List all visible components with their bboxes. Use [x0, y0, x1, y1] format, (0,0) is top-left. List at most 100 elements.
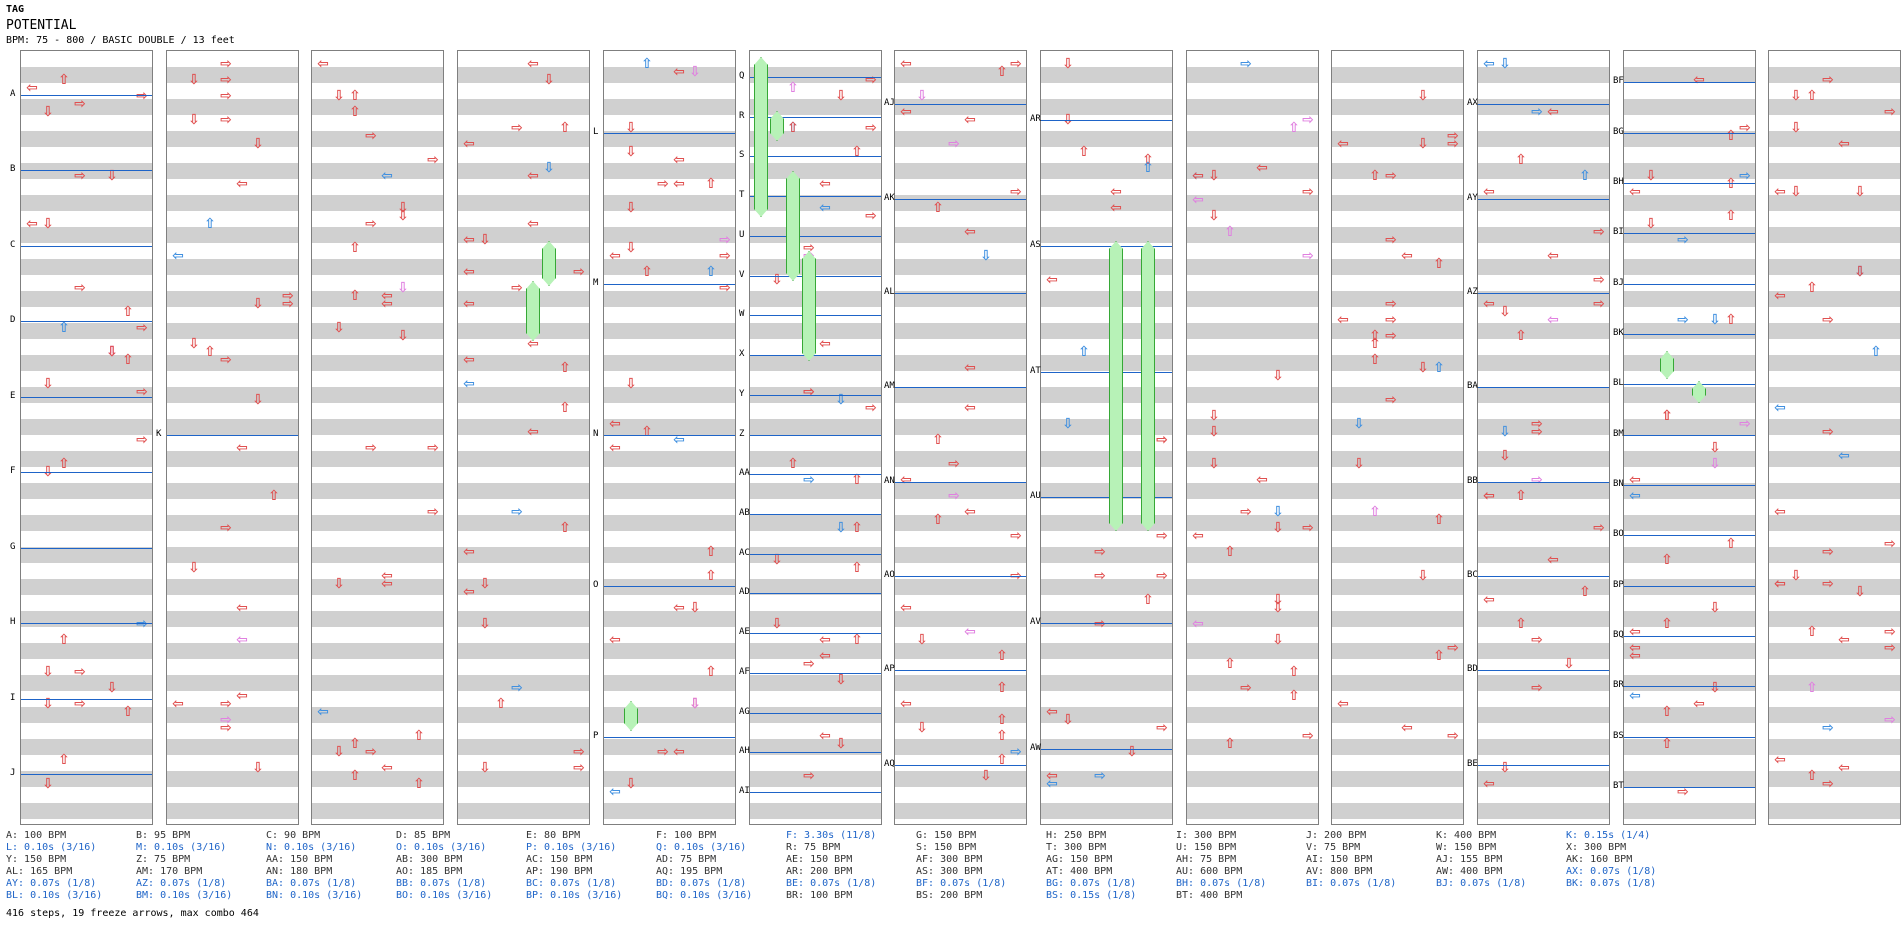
step-arrow: ⇩ [1126, 744, 1138, 760]
step-arrow: ⇦ [609, 784, 621, 800]
chart-column-9: ⇨ ⇧ ⇩ ⇨ ⇩ ⇨ ⇩ ⇦ ⇩ ⇧ ⇩ ⇦ ⇨ ⇦ ⇧ ⇨ ⇧ ⇦ ⇧ ⇨ ⇦ ⇩ ⇩ ⇧ ⇨ ⇩ ⇩ ⇨ ⇩ ⇩ ⇦ ⇧ ⇦ [1186, 50, 1319, 825]
step-arrow: ⇦ [381, 168, 393, 184]
speed-change-label: V [739, 270, 745, 280]
step-arrow: ⇦ [1256, 472, 1268, 488]
step-arrow: ⇦ [1547, 552, 1559, 568]
step-arrow: ⇦ [673, 744, 685, 760]
step-arrow: ⇦ [1110, 200, 1122, 216]
step-arrow: ⇩ [1790, 184, 1802, 200]
step-arrow: ⇩ [106, 168, 118, 184]
step-arrow: ⇦ [1838, 448, 1850, 464]
step-arrow: ⇦ [463, 352, 475, 368]
step-arrow: ⇨ [220, 112, 232, 128]
legend-entry: AW: 400 BPM [1436, 866, 1503, 877]
step-arrow: ⇨ [365, 744, 377, 760]
step-arrow: ⇩ [479, 760, 491, 776]
freeze-arrow [624, 701, 638, 731]
step-arrow: ⇩ [1709, 600, 1721, 616]
speed-change-label: R [739, 111, 745, 121]
step-arrow: ⇩ [1499, 760, 1511, 776]
step-arrow: ⇦ [1774, 288, 1786, 304]
step-arrow: ⇩ [1854, 184, 1866, 200]
step-arrow: ⇨ [1884, 536, 1896, 552]
step-arrow: ⇦ [317, 56, 329, 72]
step-arrow: ⇨ [1302, 184, 1314, 200]
step-arrow: ⇨ [136, 384, 148, 400]
legend-entry: AN: 180 BPM [266, 866, 333, 877]
step-arrow: ⇩ [252, 760, 264, 776]
step-arrow: ⇧ [1369, 328, 1381, 344]
step-arrow: ⇩ [625, 240, 637, 256]
step-arrow: ⇨ [1822, 312, 1834, 328]
speed-change-line [1624, 183, 1755, 184]
step-arrow: ⇧ [58, 456, 70, 472]
step-arrow: ⇧ [705, 264, 717, 280]
step-arrow: ⇩ [1272, 592, 1284, 608]
step-arrow: ⇩ [1062, 416, 1074, 432]
freeze-arrow [754, 57, 768, 217]
step-arrow: ⇦ [1838, 632, 1850, 648]
speed-change-label: AY [1467, 193, 1478, 203]
speed-change-label: T [739, 190, 745, 200]
step-arrow: ⇦ [900, 600, 912, 616]
speed-change-label: AN [884, 476, 895, 486]
speed-change-line [1041, 246, 1172, 247]
step-arrow: ⇦ [1483, 592, 1495, 608]
step-arrow: ⇦ [1774, 576, 1786, 592]
step-arrow: ⇨ [1822, 720, 1834, 736]
step-arrow: ⇨ [1677, 232, 1689, 248]
speed-change-label: A [10, 89, 16, 99]
step-arrow: ⇧ [559, 520, 571, 536]
step-arrow: ⇦ [381, 568, 393, 584]
step-arrow: ⇧ [1288, 120, 1300, 136]
speed-change-line [604, 737, 735, 738]
speed-change-line [750, 633, 881, 634]
speed-change-line [750, 435, 881, 436]
step-arrow: ⇨ [1677, 784, 1689, 800]
step-arrow: ⇦ [527, 216, 539, 232]
step-arrow: ⇦ [463, 584, 475, 600]
speed-change-line [750, 792, 881, 793]
legend-entry: BC: 0.07s (1/8) [526, 878, 617, 889]
speed-change-line [604, 586, 735, 587]
step-arrow: ⇩ [333, 576, 345, 592]
step-arrow: ⇩ [106, 344, 118, 360]
speed-change-line [1624, 82, 1755, 83]
step-arrow: ⇦ [1401, 720, 1413, 736]
step-arrow: ⇦ [1629, 640, 1641, 656]
step-arrow: ⇩ [397, 200, 409, 216]
step-arrow: ⇩ [188, 72, 200, 88]
speed-change-label: AE [739, 627, 750, 637]
legend-entry: D: 85 BPM [396, 830, 451, 841]
step-arrow: ⇨ [1531, 472, 1543, 488]
legend-entry: T: 300 BPM [1046, 842, 1107, 853]
step-arrow: ⇩ [42, 104, 54, 120]
step-arrow: ⇧ [58, 72, 70, 88]
legend-entry: V: 75 BPM [1306, 842, 1361, 853]
step-arrow: ⇧ [851, 144, 863, 160]
step-arrow: ⇧ [349, 104, 361, 120]
step-arrow: ⇩ [835, 392, 847, 408]
speed-change-line [750, 752, 881, 753]
legend-entry: BM: 0.10s (3/16) [136, 890, 233, 901]
step-arrow: ⇦ [1774, 504, 1786, 520]
legend-entry: AL: 165 BPM [6, 866, 73, 877]
legend-entry: Z: 75 BPM [136, 854, 191, 865]
step-arrow: ⇨ [1240, 680, 1252, 696]
speed-change-line [895, 482, 1026, 483]
step-arrow: ⇧ [58, 320, 70, 336]
step-arrow: ⇧ [1661, 616, 1673, 632]
step-arrow: ⇩ [479, 576, 491, 592]
step-arrow: ⇨ [1531, 104, 1543, 120]
speed-change-label: AP [884, 664, 895, 674]
step-arrow: ⇦ [1629, 472, 1641, 488]
step-arrow: ⇩ [1272, 368, 1284, 384]
speed-change-label: BH [1613, 177, 1624, 187]
speed-change-line [21, 170, 152, 171]
speed-change-line [1624, 485, 1755, 486]
step-arrow: ⇨ [427, 152, 439, 168]
step-arrow: ⇨ [1593, 520, 1605, 536]
step-arrow: ⇦ [900, 56, 912, 72]
step-arrow: ⇦ [1046, 272, 1058, 288]
speed-change-label: BP [1613, 580, 1624, 590]
